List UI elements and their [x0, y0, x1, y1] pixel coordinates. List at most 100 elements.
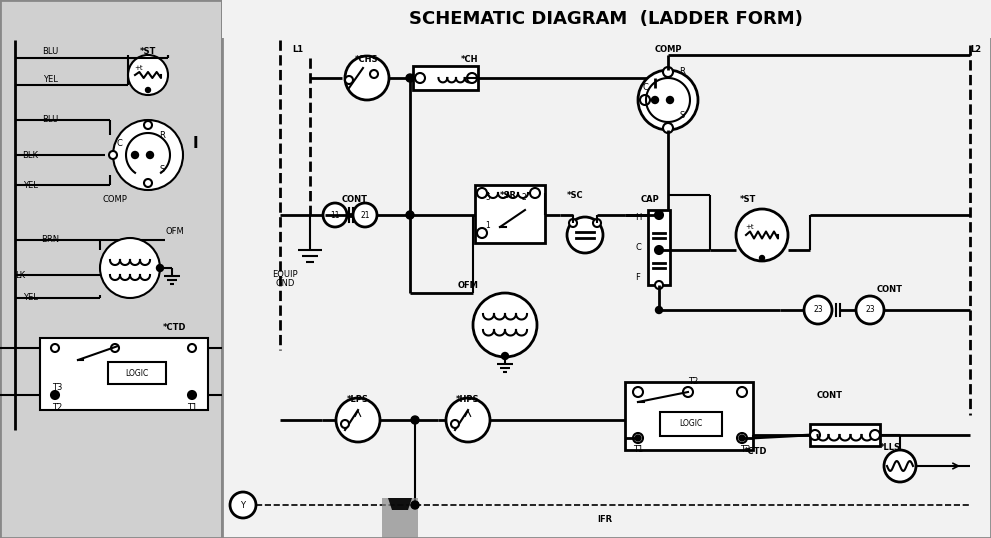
Text: T1: T1: [187, 404, 197, 413]
Text: SCHEMATIC DIAGRAM  (LADDER FORM): SCHEMATIC DIAGRAM (LADDER FORM): [409, 10, 803, 28]
Text: LOGIC: LOGIC: [126, 369, 149, 378]
Circle shape: [406, 211, 414, 219]
Text: EQUIP: EQUIP: [273, 271, 298, 280]
Circle shape: [144, 121, 152, 129]
Circle shape: [451, 420, 459, 428]
Text: H: H: [635, 213, 641, 222]
Text: L1: L1: [292, 46, 303, 54]
Circle shape: [810, 430, 820, 440]
Circle shape: [633, 387, 643, 397]
Text: T3: T3: [740, 445, 750, 455]
Circle shape: [737, 387, 747, 397]
Bar: [108, 362, 166, 384]
Text: YEL: YEL: [43, 74, 57, 83]
Text: *CHS: *CHS: [355, 55, 379, 65]
Circle shape: [132, 152, 139, 159]
Text: *HPS: *HPS: [456, 395, 480, 405]
Text: BLU: BLU: [42, 116, 58, 124]
Circle shape: [870, 430, 880, 440]
Text: *ST: *ST: [140, 47, 157, 56]
Circle shape: [189, 392, 195, 398]
Text: T3: T3: [52, 384, 62, 393]
Bar: [810, 424, 880, 446]
Circle shape: [667, 96, 674, 103]
Circle shape: [446, 398, 490, 442]
Text: YEL: YEL: [23, 294, 38, 302]
Text: *ST: *ST: [740, 195, 756, 204]
Circle shape: [759, 256, 764, 260]
Bar: [222, 0, 991, 38]
Text: L2: L2: [970, 46, 981, 54]
Text: GND: GND: [275, 280, 294, 288]
Circle shape: [147, 152, 154, 159]
Circle shape: [146, 88, 151, 93]
Circle shape: [51, 391, 59, 399]
Circle shape: [411, 501, 419, 509]
Circle shape: [336, 398, 380, 442]
Circle shape: [113, 120, 183, 190]
Text: BLK: BLK: [22, 151, 38, 159]
Circle shape: [663, 67, 673, 77]
Bar: [222, 0, 991, 538]
Circle shape: [230, 492, 256, 518]
Circle shape: [467, 73, 477, 83]
Text: OFM: OFM: [165, 228, 184, 237]
Text: *LLS: *LLS: [879, 443, 901, 452]
Circle shape: [856, 296, 884, 324]
Circle shape: [640, 95, 650, 105]
Circle shape: [501, 352, 508, 359]
Text: S: S: [160, 166, 165, 174]
Text: 2: 2: [521, 193, 526, 202]
Text: CONT: CONT: [817, 391, 843, 400]
Text: F: F: [635, 273, 640, 281]
Circle shape: [593, 219, 601, 227]
Text: R: R: [160, 131, 165, 139]
Text: T1: T1: [633, 445, 643, 455]
Text: CONT: CONT: [342, 195, 368, 204]
Circle shape: [633, 433, 643, 443]
Circle shape: [406, 74, 414, 82]
Circle shape: [111, 344, 119, 352]
Circle shape: [655, 281, 663, 289]
Circle shape: [128, 55, 168, 95]
Text: *LPS: *LPS: [347, 395, 369, 405]
Bar: [40, 338, 208, 410]
Text: C: C: [635, 243, 641, 251]
Circle shape: [100, 238, 160, 298]
Circle shape: [635, 435, 641, 441]
Text: OFM: OFM: [458, 280, 479, 289]
Circle shape: [109, 151, 117, 159]
Text: 1: 1: [486, 221, 491, 230]
Bar: [475, 185, 545, 243]
Circle shape: [188, 391, 196, 399]
Circle shape: [804, 296, 832, 324]
Circle shape: [655, 307, 663, 314]
Text: 23: 23: [814, 306, 823, 315]
Text: C: C: [116, 138, 122, 147]
Circle shape: [663, 123, 673, 133]
Bar: [625, 382, 753, 450]
Circle shape: [737, 433, 747, 443]
Text: BRN: BRN: [41, 236, 59, 244]
Text: *SC: *SC: [567, 192, 584, 201]
Circle shape: [473, 293, 537, 357]
Text: R: R: [679, 67, 685, 76]
Text: LOGIC: LOGIC: [680, 420, 703, 428]
Circle shape: [353, 203, 377, 227]
Text: S: S: [680, 110, 685, 119]
Circle shape: [415, 73, 425, 83]
Text: *SR: *SR: [499, 192, 516, 201]
Bar: [660, 412, 722, 436]
Text: *CTD: *CTD: [744, 448, 768, 457]
Circle shape: [370, 70, 378, 78]
Text: 23: 23: [865, 306, 875, 315]
Text: COMP: COMP: [102, 195, 128, 204]
Circle shape: [655, 211, 663, 219]
Circle shape: [52, 392, 58, 398]
Circle shape: [736, 209, 788, 261]
Circle shape: [188, 344, 196, 352]
Text: C: C: [642, 83, 648, 93]
Bar: [0, 0, 222, 538]
Circle shape: [411, 416, 419, 424]
Text: CAP: CAP: [640, 195, 659, 204]
